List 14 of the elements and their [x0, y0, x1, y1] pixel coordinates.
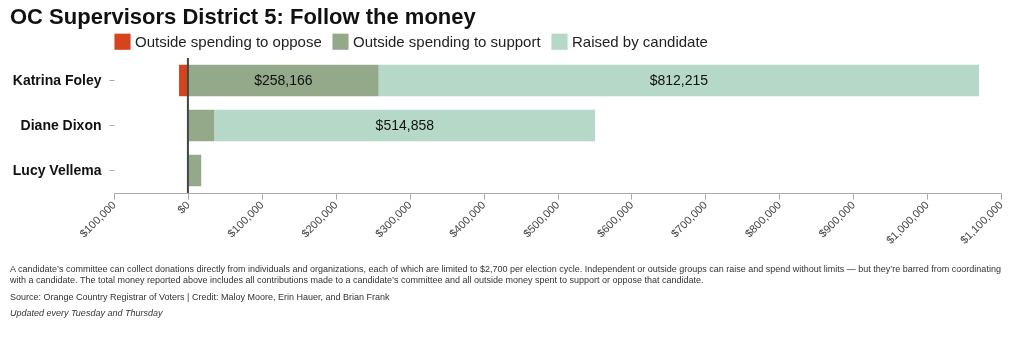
legend-label: Raised by candidate — [572, 32, 708, 50]
chart-title: OC Supervisors District 5: Follow the money — [10, 4, 477, 29]
source-note: Source: Orange Country Registrar of Voters | Credit: Maloy Moore, Erin Hauer, and Brian Frank — [10, 291, 391, 303]
data-label: $514,858 — [375, 116, 435, 133]
y-tick-label: Diane Dixon — [20, 116, 102, 133]
data-label: $258,166 — [254, 71, 313, 88]
y-tick-label: Katrina Foley — [12, 71, 102, 88]
y-tick-label: Lucy Vellema — [12, 161, 102, 178]
x-tick-label: $0 — [174, 198, 192, 216]
text: Updated every Tuesday and Thursday — [10, 308, 164, 320]
data-label: $812,215 — [649, 71, 709, 88]
text: A candidate’s committee can collect donations directly from individuals and organizations, each of which are limited to $2,700 per election cycle. Independent or outside groups can raise and spend without limits — but they’re barred from coordinating with a candidate. The total money reported above includes all contributions made to a candidate’s committee and all outside money spent to support or oppose that candidate. — [10, 264, 1002, 286]
legend-label: Outside spending to oppose — [135, 32, 322, 50]
legend-label: Outside spending to support — [353, 32, 542, 50]
